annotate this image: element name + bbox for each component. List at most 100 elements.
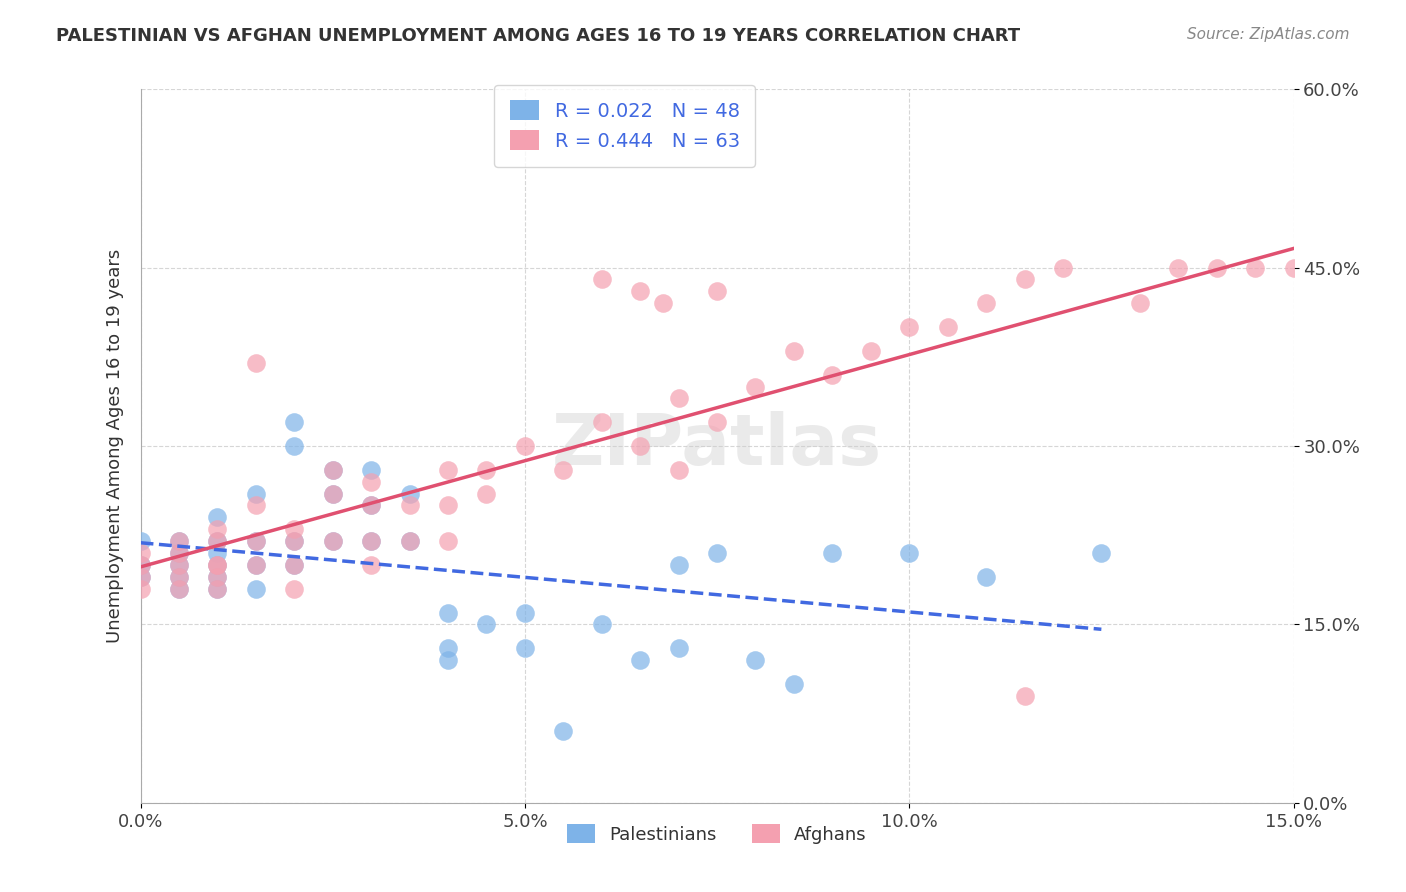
Point: [974, 296, 997, 310]
Point: [706, 285, 728, 299]
Point: [475, 486, 498, 500]
Point: [322, 534, 344, 549]
Point: [783, 343, 806, 358]
Point: [167, 558, 190, 572]
Y-axis label: Unemployment Among Ages 16 to 19 years: Unemployment Among Ages 16 to 19 years: [105, 249, 124, 643]
Point: [207, 558, 229, 572]
Point: [398, 534, 420, 549]
Point: [207, 522, 229, 536]
Point: [398, 486, 420, 500]
Point: [245, 558, 267, 572]
Point: [591, 617, 613, 632]
Point: [437, 653, 460, 667]
Point: [1205, 260, 1227, 275]
Point: [859, 343, 882, 358]
Text: PALESTINIAN VS AFGHAN UNEMPLOYMENT AMONG AGES 16 TO 19 YEARS CORRELATION CHART: PALESTINIAN VS AFGHAN UNEMPLOYMENT AMONG…: [56, 27, 1021, 45]
Point: [398, 499, 420, 513]
Point: [360, 499, 382, 513]
Point: [245, 582, 267, 596]
Point: [437, 499, 460, 513]
Point: [245, 486, 267, 500]
Point: [129, 570, 152, 584]
Point: [167, 582, 190, 596]
Point: [283, 534, 305, 549]
Point: [1014, 689, 1036, 703]
Point: [475, 617, 498, 632]
Point: [245, 558, 267, 572]
Point: [668, 392, 690, 406]
Point: [652, 296, 675, 310]
Point: [898, 546, 921, 560]
Point: [167, 534, 190, 549]
Point: [398, 534, 420, 549]
Point: [360, 475, 382, 489]
Point: [283, 415, 305, 429]
Point: [360, 463, 382, 477]
Point: [167, 534, 190, 549]
Point: [207, 570, 229, 584]
Point: [513, 439, 536, 453]
Point: [706, 415, 728, 429]
Point: [553, 463, 575, 477]
Text: ZIPatlas: ZIPatlas: [553, 411, 882, 481]
Point: [245, 356, 267, 370]
Point: [322, 463, 344, 477]
Point: [1090, 546, 1112, 560]
Point: [129, 546, 152, 560]
Point: [129, 558, 152, 572]
Point: [167, 546, 190, 560]
Point: [821, 546, 844, 560]
Point: [283, 558, 305, 572]
Point: [898, 320, 921, 334]
Point: [591, 272, 613, 286]
Point: [1167, 260, 1189, 275]
Point: [245, 499, 267, 513]
Point: [322, 463, 344, 477]
Point: [129, 582, 152, 596]
Point: [207, 570, 229, 584]
Point: [668, 463, 690, 477]
Point: [207, 558, 229, 572]
Point: [283, 439, 305, 453]
Point: [167, 570, 190, 584]
Point: [1129, 296, 1152, 310]
Point: [744, 653, 766, 667]
Point: [513, 641, 536, 656]
Point: [706, 546, 728, 560]
Point: [207, 510, 229, 524]
Point: [283, 534, 305, 549]
Point: [628, 653, 651, 667]
Point: [167, 546, 190, 560]
Point: [437, 641, 460, 656]
Point: [322, 486, 344, 500]
Point: [513, 606, 536, 620]
Point: [744, 379, 766, 393]
Point: [974, 570, 997, 584]
Point: [129, 534, 152, 549]
Point: [628, 285, 651, 299]
Point: [1282, 260, 1305, 275]
Point: [360, 499, 382, 513]
Point: [668, 558, 690, 572]
Point: [360, 534, 382, 549]
Point: [322, 486, 344, 500]
Point: [628, 439, 651, 453]
Point: [129, 558, 152, 572]
Point: [207, 558, 229, 572]
Point: [167, 582, 190, 596]
Point: [821, 368, 844, 382]
Point: [245, 534, 267, 549]
Point: [783, 677, 806, 691]
Point: [207, 582, 229, 596]
Point: [591, 415, 613, 429]
Point: [437, 534, 460, 549]
Point: [207, 546, 229, 560]
Point: [129, 570, 152, 584]
Point: [322, 534, 344, 549]
Point: [283, 522, 305, 536]
Point: [1244, 260, 1267, 275]
Point: [245, 534, 267, 549]
Point: [207, 534, 229, 549]
Text: Source: ZipAtlas.com: Source: ZipAtlas.com: [1187, 27, 1350, 42]
Point: [360, 534, 382, 549]
